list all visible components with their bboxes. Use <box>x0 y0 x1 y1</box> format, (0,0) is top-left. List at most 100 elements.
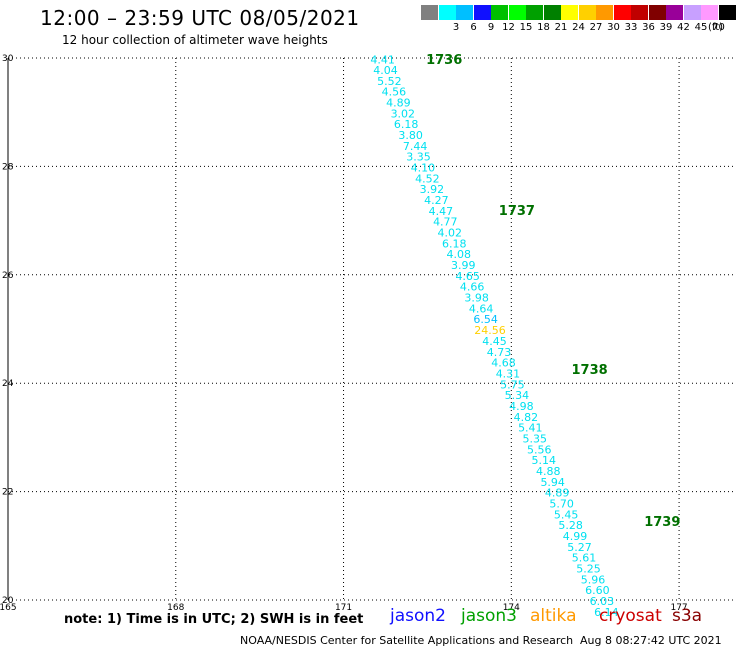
color-scale-swatch <box>526 5 543 20</box>
color-scale-swatch <box>438 5 456 20</box>
swh-data-label: 4.89 <box>386 96 411 109</box>
color-scale-swatch <box>473 5 491 20</box>
color-scale-tick-label: 15 <box>519 22 533 33</box>
footer-note: note: 1) Time is in UTC; 2) SWH is in fe… <box>64 612 364 627</box>
x-tick-label: 177 <box>670 603 687 613</box>
swh-data-label: 4.41 <box>370 54 395 67</box>
swh-data-label: 6.03 <box>590 595 615 608</box>
swh-data-label: 5.94 <box>540 476 565 489</box>
swh-data-label: 5.35 <box>523 432 548 445</box>
color-scale-swatch <box>421 5 438 20</box>
color-scale-tick-label: 45 <box>694 22 708 33</box>
swh-data-label: 4.52 <box>415 172 440 185</box>
color-scale-tick-label: 21 <box>554 22 568 33</box>
x-tick-label: 168 <box>167 603 184 613</box>
track-time-label: 1736 <box>426 53 462 68</box>
mission-jason3-label: jason3 <box>461 606 517 626</box>
color-scale-swatch <box>578 5 596 20</box>
swh-data-label: 5.14 <box>531 454 556 467</box>
swh-data-label: 4.56 <box>382 86 407 99</box>
color-scale-tick-label: 3 <box>452 22 460 33</box>
color-scale-swatch <box>683 5 701 20</box>
color-scale-tick-label: 70 <box>712 22 725 33</box>
swh-data-label: 5.25 <box>576 563 601 576</box>
color-scale-tick-label: 24 <box>572 22 585 33</box>
swh-data-label: 6.54 <box>473 313 498 326</box>
swh-data-label: 4.64 <box>469 302 494 315</box>
swh-data-label: 6.14 <box>594 606 619 619</box>
y-tick-label: 22 <box>2 488 13 498</box>
color-scale-swatch <box>613 5 631 20</box>
swh-data-label: 4.45 <box>482 335 507 348</box>
color-scale-tick-label: 12 <box>502 22 515 33</box>
color-scale-tick-label: 42 <box>677 22 690 33</box>
color-scale-swatch <box>491 5 508 20</box>
x-tick-label: 174 <box>503 603 520 613</box>
swh-data-label: 3.98 <box>464 292 489 305</box>
color-scale-swatch <box>648 5 666 20</box>
color-scale-tick-label: 36 <box>642 22 655 33</box>
swh-data-label: 3.35 <box>406 151 431 164</box>
track-time-label: 1738 <box>572 363 608 378</box>
y-tick-label: 30 <box>2 54 14 64</box>
chart-title: 12:00 – 23:59 UTC 08/05/2021 <box>40 6 360 30</box>
color-scale-swatch <box>561 5 578 20</box>
footer-organization: NOAA/NESDIS Center for Satellite Applica… <box>240 634 574 647</box>
footer-timestamp: Aug 8 08:27:42 UTC 2021 <box>580 634 722 647</box>
swh-data-label: 5.34 <box>505 389 530 402</box>
swh-data-label: 5.96 <box>581 573 606 586</box>
swh-data-label: 24.56 <box>474 324 506 337</box>
color-scale-swatch <box>596 5 613 20</box>
mission-altika-label: altika <box>530 606 577 626</box>
swh-data-label: 4.89 <box>545 487 570 500</box>
swh-data-label: 4.10 <box>411 161 436 174</box>
y-tick-label: 20 <box>2 596 14 606</box>
swh-data-label: 3.02 <box>391 107 416 120</box>
y-tick-label: 28 <box>2 162 14 172</box>
color-scale-tick-label: 30 <box>607 22 620 33</box>
color-scale-swatch <box>631 5 648 20</box>
swh-data-label: 5.70 <box>549 498 574 511</box>
swh-data-label: 3.80 <box>398 129 423 142</box>
swh-data-label: 4.66 <box>460 281 485 294</box>
y-tick-label: 26 <box>2 271 14 281</box>
swh-data-label: 4.04 <box>373 64 398 77</box>
swh-data-label: 4.88 <box>536 465 561 478</box>
swh-data-label: 4.98 <box>509 400 534 413</box>
color-scale-swatch <box>701 5 718 20</box>
swh-data-label: 3.92 <box>420 183 445 196</box>
color-scale-swatch <box>666 5 683 20</box>
chart-subtitle: 12 hour collection of altimeter wave hei… <box>62 33 328 47</box>
swh-data-label: 5.28 <box>558 519 583 532</box>
swh-data-label: 3.99 <box>451 259 476 272</box>
swh-data-label: 7.44 <box>403 140 428 153</box>
y-tick-label: 24 <box>2 379 14 389</box>
color-scale-swatch <box>456 5 473 20</box>
swh-data-label: 6.18 <box>394 118 419 131</box>
swh-data-label: 4.99 <box>563 530 588 543</box>
swh-data-label: 5.27 <box>567 541 592 554</box>
swh-data-label: 4.27 <box>424 194 449 207</box>
track-time-label: 1739 <box>644 515 680 530</box>
swh-data-label: 4.47 <box>429 205 454 218</box>
color-scale-swatch <box>718 5 736 20</box>
swh-data-label: 5.52 <box>377 75 402 88</box>
mission-s3a-label: s3a <box>672 606 703 626</box>
swh-data-label: 5.56 <box>527 443 552 456</box>
color-scale-tick-label: 18 <box>537 22 550 33</box>
swh-data-label: 4.02 <box>438 227 463 240</box>
x-tick-label: 171 <box>335 603 352 613</box>
swh-data-label: 4.31 <box>496 367 521 380</box>
swh-data-label: 4.77 <box>433 216 458 229</box>
mission-jason2-label: jason2 <box>390 606 446 626</box>
color-scale-unit: (ft) <box>708 22 724 33</box>
color-scale-tick-label: 39 <box>659 22 673 33</box>
swh-data-label: 4.68 <box>491 357 516 370</box>
swh-data-label: 4.65 <box>455 270 480 283</box>
swh-data-label: 4.73 <box>487 346 512 359</box>
color-scale-tick-label: 9 <box>487 22 495 33</box>
swh-data-label: 5.45 <box>554 508 579 521</box>
color-scale-swatch <box>543 5 561 20</box>
swh-data-label: 6.60 <box>585 584 610 597</box>
